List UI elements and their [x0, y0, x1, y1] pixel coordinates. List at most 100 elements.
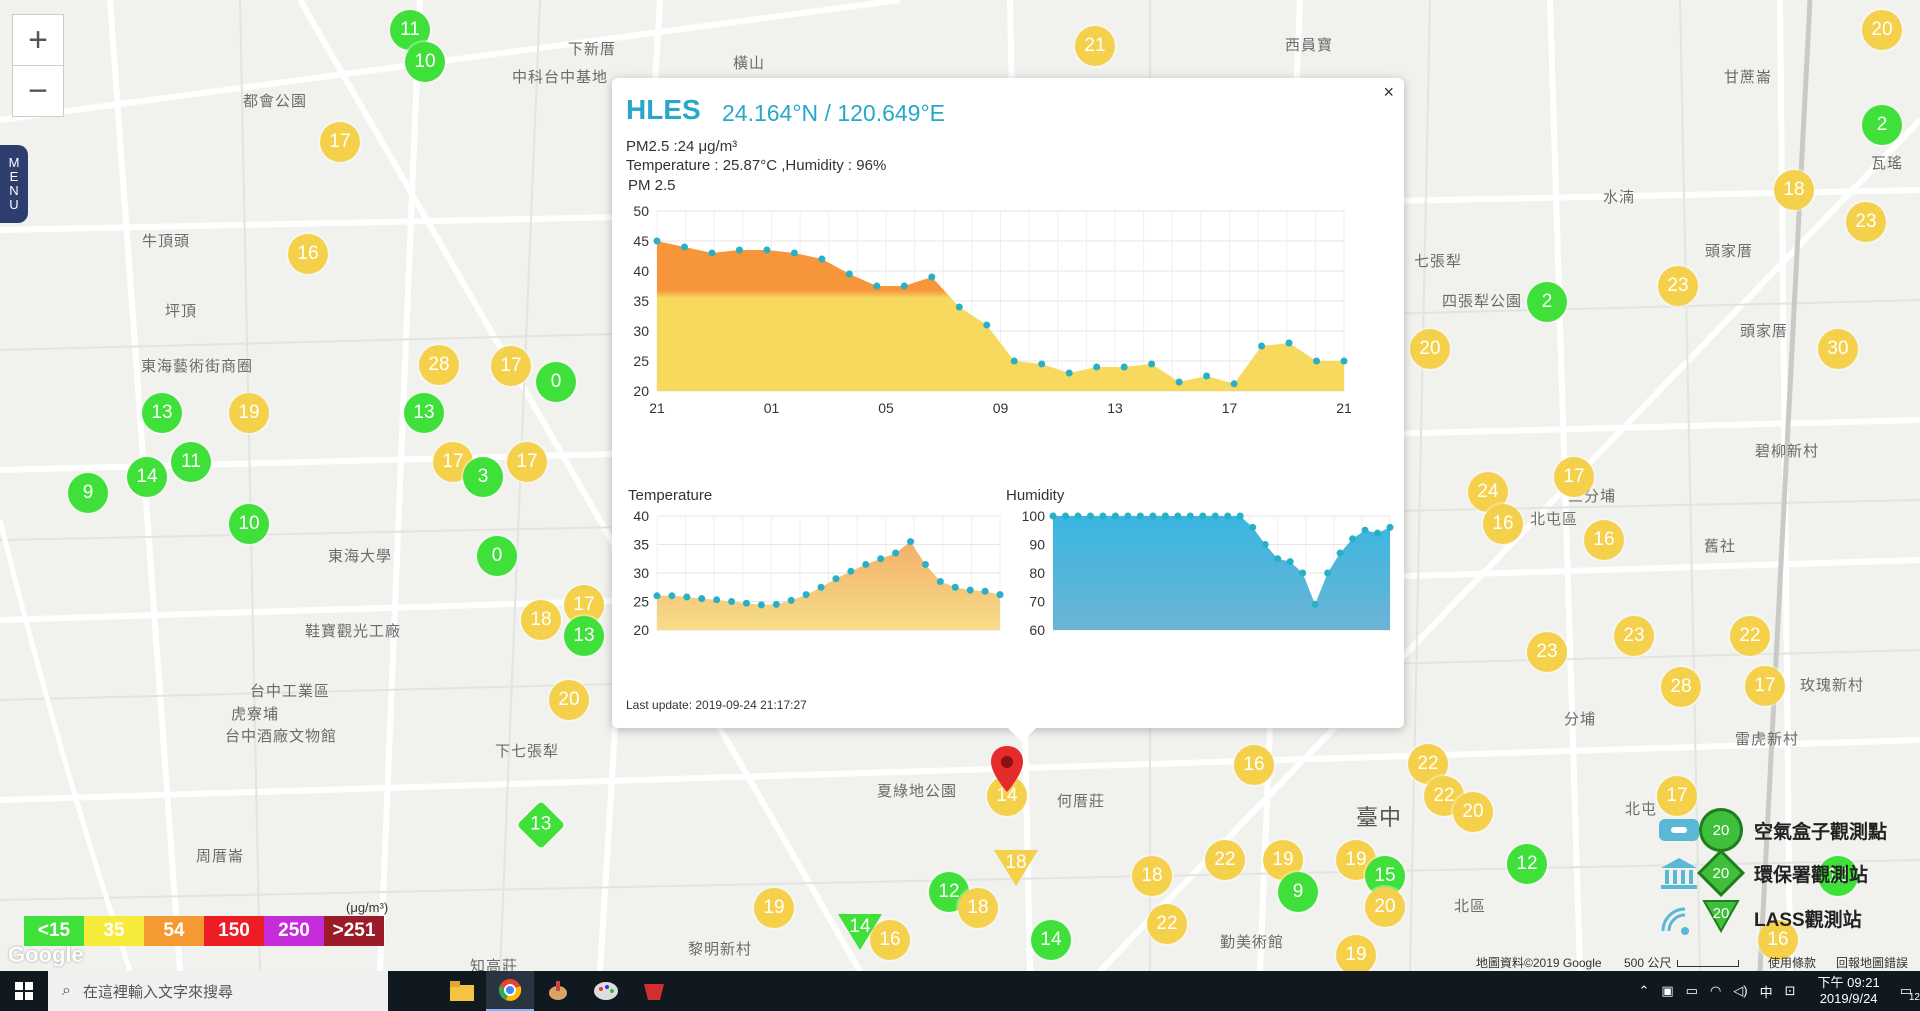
legend-swatch: 150 [204, 916, 264, 946]
data-point [900, 282, 908, 290]
sensor-marker[interactable]: 18 [521, 600, 561, 640]
sensor-marker[interactable]: 18 [1132, 856, 1172, 896]
battery-icon[interactable]: ▭ [1685, 983, 1698, 998]
notification-center-icon[interactable]: ▭ 12 [1899, 983, 1920, 1003]
ime-indicator[interactable]: 中 [1759, 984, 1773, 1000]
sensor-marker[interactable]: 16 [288, 234, 328, 274]
sensor-marker[interactable]: 22 [1205, 840, 1245, 880]
map-place-label: 都會公園 [243, 93, 308, 110]
sensor-marker[interactable]: 0 [477, 536, 517, 576]
terms-link[interactable]: 使用條款 [1768, 956, 1817, 970]
palette-app-icon[interactable] [582, 971, 630, 1011]
sensor-marker[interactable]: 17 [491, 346, 531, 386]
network-icon[interactable]: ▣ [1661, 983, 1674, 998]
sensor-marker[interactable]: 17 [1745, 666, 1785, 706]
sensor-marker[interactable]: 9 [68, 473, 108, 513]
map-scale-label: 500 公尺 [1624, 956, 1672, 970]
sensor-marker[interactable]: 14 [1031, 920, 1071, 960]
sensor-marker[interactable]: 22 [1147, 904, 1187, 944]
sensor-marker[interactable]: 12 [1818, 856, 1858, 896]
sensor-marker[interactable]: 23 [1658, 266, 1698, 306]
sensor-marker[interactable]: 16 [1758, 920, 1798, 960]
t-area-series [657, 541, 1000, 630]
sensor-marker[interactable]: 23 [1614, 616, 1654, 656]
sensor-marker[interactable]: 13 [404, 393, 444, 433]
sensor-marker[interactable]: 16 [1483, 504, 1523, 544]
sensor-marker[interactable]: 17 [507, 442, 547, 482]
sensor-marker[interactable]: 20 [1453, 792, 1493, 832]
sensor-marker[interactable]: 28 [1661, 667, 1701, 707]
menu-letter: U [9, 197, 19, 212]
lass-station-marker[interactable]: 18 [994, 850, 1038, 886]
map-place-label: 分埔 [1564, 711, 1597, 728]
y-tick-label: 40 [633, 263, 649, 279]
sensor-marker[interactable]: 19 [229, 393, 269, 433]
pm25-chart: 20 25 30 35 40 45 50 21 01 05 09 13 17 21 [633, 203, 1352, 416]
sensor-marker[interactable]: 20 [1862, 10, 1902, 50]
wifi-icon[interactable]: ◠ [1709, 983, 1722, 998]
sensor-marker[interactable]: 21 [1075, 26, 1115, 66]
sensor-marker[interactable]: 2 [1862, 105, 1902, 145]
system-clock[interactable]: 下午 09:21 2019/9/24 [1818, 975, 1880, 1007]
map-canvas[interactable]: 下新厝 中科台中基地 橫山 西員寶 甘蔗崙 都會公園 牛頂頭 坪頂 水湳 七張犁 頭家厝 瓦瑤 四張犁公… [0, 0, 1920, 971]
sensor-marker[interactable]: 17 [1657, 776, 1697, 816]
station-type-airbox[interactable]: 20 空氣盒子觀測點 [1656, 810, 1920, 850]
sensor-marker[interactable]: 23 [1527, 632, 1567, 672]
marker-value: 18 [1005, 852, 1027, 873]
windows-start-button[interactable] [0, 971, 48, 1011]
y-tick-label: 100 [1022, 508, 1046, 524]
sensor-marker[interactable]: 19 [754, 888, 794, 928]
sensor-marker[interactable]: 17 [1554, 457, 1594, 497]
sensor-marker[interactable]: 20 [1410, 329, 1450, 369]
station-type-epa[interactable]: 20 環保署觀測站 [1656, 853, 1920, 893]
paint-app-icon[interactable] [534, 971, 582, 1011]
sensor-marker[interactable]: 22 [1424, 776, 1464, 816]
sensor-marker[interactable]: 2 [1527, 282, 1567, 322]
sensor-marker[interactable]: 10 [405, 42, 445, 82]
sensor-marker[interactable]: 18 [958, 888, 998, 928]
data-point [1074, 512, 1082, 520]
sensor-marker[interactable]: 20 [1365, 887, 1405, 927]
lass-station-marker[interactable]: 14 [838, 914, 882, 950]
sensor-marker[interactable]: 0 [536, 362, 576, 402]
volume-icon[interactable]: ◁) [1733, 983, 1748, 998]
sensor-marker[interactable]: 22 [1730, 616, 1770, 656]
sensor-marker[interactable]: 11 [171, 442, 211, 482]
menu-letter: E [9, 169, 19, 184]
file-explorer-icon[interactable] [438, 971, 486, 1011]
chrome-icon[interactable] [486, 971, 534, 1011]
data-point [772, 600, 780, 608]
sensor-marker[interactable]: 20 [549, 680, 589, 720]
red-app-icon[interactable] [630, 971, 678, 1011]
sensor-marker[interactable]: 17 [320, 122, 360, 162]
station-type-lass[interactable]: 20 LASS觀測站 [1656, 898, 1920, 938]
sensor-marker[interactable]: 16 [1234, 745, 1274, 785]
report-error-link[interactable]: 回報地圖錯誤 [1836, 956, 1909, 970]
sensor-marker[interactable]: 17 [433, 442, 473, 482]
zoom-in-button[interactable]: + [12, 14, 64, 66]
sensor-marker[interactable]: 10 [229, 504, 269, 544]
humidity-chart: 60 70 80 90 100 [1022, 508, 1394, 638]
selected-location-pin[interactable] [991, 746, 1023, 792]
close-icon[interactable]: × [1383, 82, 1394, 102]
chevron-up-icon[interactable]: ⌃ [1638, 983, 1650, 998]
sensor-marker[interactable]: 28 [419, 345, 459, 385]
sensor-marker[interactable]: 30 [1818, 329, 1858, 369]
menu-tab[interactable]: M E N U [0, 145, 28, 223]
sensor-marker[interactable]: 17 [564, 585, 604, 625]
sensor-marker[interactable]: 13 [564, 616, 604, 656]
sensor-marker[interactable]: 3 [463, 457, 503, 497]
input-mode-icon[interactable]: ⊡ [1784, 983, 1796, 998]
sensor-marker[interactable]: 12 [1507, 844, 1547, 884]
sensor-marker[interactable]: 13 [142, 393, 182, 433]
zoom-out-button[interactable]: − [12, 65, 64, 117]
sensor-marker[interactable]: 16 [1584, 520, 1624, 560]
y-tick-label: 25 [633, 594, 649, 610]
sensor-marker[interactable]: 14 [127, 457, 167, 497]
sensor-marker[interactable]: 23 [1846, 202, 1886, 242]
sensor-marker[interactable]: 19 [1336, 935, 1376, 971]
sensor-marker[interactable]: 9 [1278, 872, 1318, 912]
sensor-marker[interactable]: 18 [1774, 170, 1814, 210]
map-place-label: 牛頂頭 [142, 233, 191, 250]
taskbar-search[interactable]: ⌕ 在這裡輸入文字來搜尋 [48, 971, 388, 1011]
